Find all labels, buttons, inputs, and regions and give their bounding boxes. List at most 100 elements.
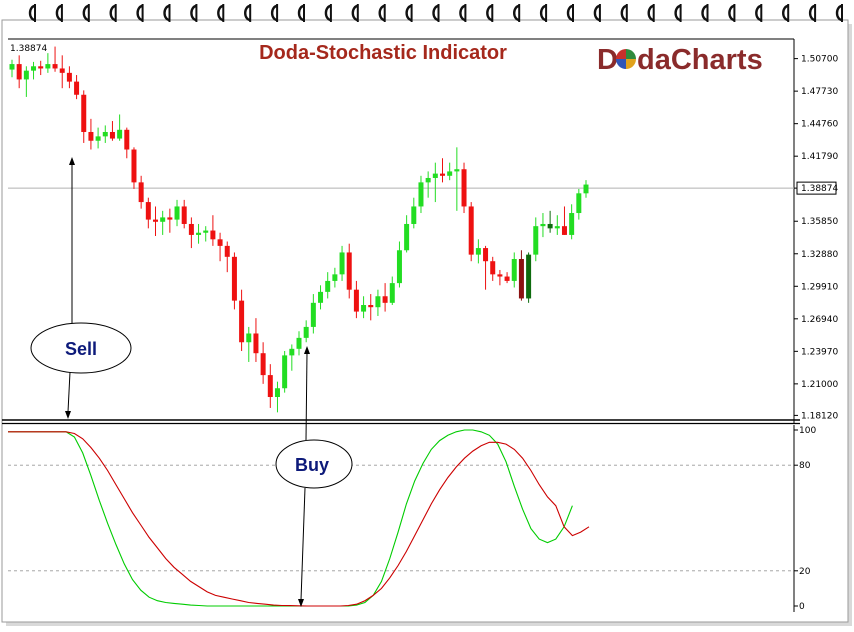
- binder-ring-icon: [755, 4, 762, 22]
- candle-body: [31, 66, 37, 71]
- candle-body: [583, 184, 589, 194]
- candle-body: [346, 252, 352, 290]
- buy-bubble: [275, 439, 353, 489]
- pie-icon: [616, 49, 636, 69]
- candle-body: [74, 81, 80, 95]
- binder-ring-icon: [835, 4, 843, 22]
- candle-body: [526, 254, 532, 299]
- candle-body: [389, 283, 395, 303]
- brand-logo: D daCharts: [597, 44, 763, 76]
- price-tick-label: 1.23970: [801, 347, 838, 357]
- binder-ring-icon: [324, 4, 332, 22]
- binder-ring-icon: [405, 4, 412, 22]
- candle-body: [124, 129, 130, 150]
- buy-arrow-up-head: [304, 346, 310, 354]
- candle-body: [203, 230, 209, 233]
- candle-body: [153, 219, 158, 222]
- binder-ring-icon: [270, 4, 278, 22]
- price-pane: 1.38874 Doda-Stochastic Indicator D daCh…: [8, 38, 838, 424]
- binder-ring-icon: [28, 4, 36, 22]
- candle-body: [425, 177, 431, 183]
- candle-body: [23, 70, 29, 80]
- candle-body: [253, 333, 259, 354]
- candle-body: [368, 305, 374, 308]
- candle-body: [332, 274, 338, 281]
- binder-ring-icon: [459, 4, 466, 22]
- candle-body: [167, 217, 173, 220]
- candle-body: [382, 296, 388, 303]
- candle-body: [138, 182, 144, 203]
- candle-body: [540, 223, 546, 227]
- candle-body: [9, 64, 15, 70]
- candle-body: [440, 173, 445, 176]
- buy-arrow-down: [300, 487, 306, 601]
- candle-body: [483, 248, 489, 262]
- price-axis-ticks: 1.50700 1.47730 1.44760 1.41790 1.38874 1.358…: [794, 55, 838, 421]
- pie-slice: [616, 49, 626, 59]
- stochastic-axis-ticks: 100 80 20 0: [794, 426, 816, 612]
- candle-body: [38, 66, 44, 69]
- signal-callouts: Sell Buy: [30, 157, 353, 607]
- candle-body: [511, 259, 517, 281]
- last-price-label-topleft: 1.38874: [10, 44, 47, 54]
- stochastic-tick-label: 0: [799, 602, 805, 612]
- buy-callout: Buy: [275, 346, 353, 607]
- candle-body: [188, 223, 194, 235]
- chart-title: Doda-Stochastic Indicator: [259, 42, 507, 64]
- binder-ring-icon: [136, 4, 143, 22]
- candle-body: [303, 326, 309, 338]
- stochastic-tick-label: 20: [799, 567, 811, 577]
- candle-body: [547, 223, 553, 229]
- candle-body: [554, 226, 560, 229]
- binder-ring-icon: [190, 4, 197, 22]
- page-frame: [1, 19, 849, 623]
- candle-body: [282, 355, 288, 389]
- notebook-rings: [28, 4, 843, 22]
- stochastic-levels: [8, 464, 794, 572]
- price-tick-label: 1.41790: [801, 152, 838, 162]
- candle-body: [52, 64, 58, 69]
- price-tick-label: 1.38874: [801, 184, 838, 194]
- candle-body: [318, 291, 324, 303]
- candle-body: [561, 226, 567, 235]
- brand-prefix: D: [597, 44, 618, 76]
- candle-body: [224, 245, 230, 257]
- binder-ring-icon: [513, 4, 520, 22]
- candle-body: [66, 72, 72, 82]
- candle-body: [81, 94, 87, 132]
- binder-ring-icon: [217, 4, 224, 22]
- candle-body: [533, 226, 539, 255]
- candle-body: [117, 129, 123, 139]
- stochastic-pane: 100 80 20 0: [8, 425, 816, 612]
- candle-body: [447, 171, 453, 176]
- pie-slice: [626, 49, 636, 59]
- candle-body: [274, 388, 280, 398]
- candle-body: [375, 296, 381, 308]
- candle-body: [418, 182, 424, 207]
- pie-slice: [626, 59, 636, 69]
- candle-body: [45, 64, 51, 69]
- price-tick-label: 1.35850: [801, 217, 838, 227]
- binder-ring-icon: [539, 4, 547, 22]
- candle-body: [174, 206, 180, 220]
- candle-body: [131, 149, 137, 183]
- stochastic-tick-label: 80: [799, 461, 811, 471]
- candle-body: [196, 232, 202, 235]
- binder-ring-icon: [674, 4, 681, 22]
- candle-body: [267, 375, 273, 398]
- binder-ring-icon: [486, 4, 493, 22]
- binder-ring-icon: [593, 4, 601, 22]
- candle-body: [490, 261, 496, 275]
- candle-body: [246, 333, 252, 343]
- stochastic-tick-label: 100: [799, 426, 816, 436]
- candle-body: [231, 256, 237, 301]
- sell-bubble: [30, 322, 132, 374]
- sell-arrow-up-head: [69, 157, 75, 165]
- candle-body: [310, 302, 316, 327]
- sell-callout: Sell: [30, 157, 132, 419]
- candle-body: [432, 173, 438, 178]
- candle-body: [404, 223, 410, 251]
- candle-body: [181, 206, 187, 224]
- candle-body: [210, 230, 216, 240]
